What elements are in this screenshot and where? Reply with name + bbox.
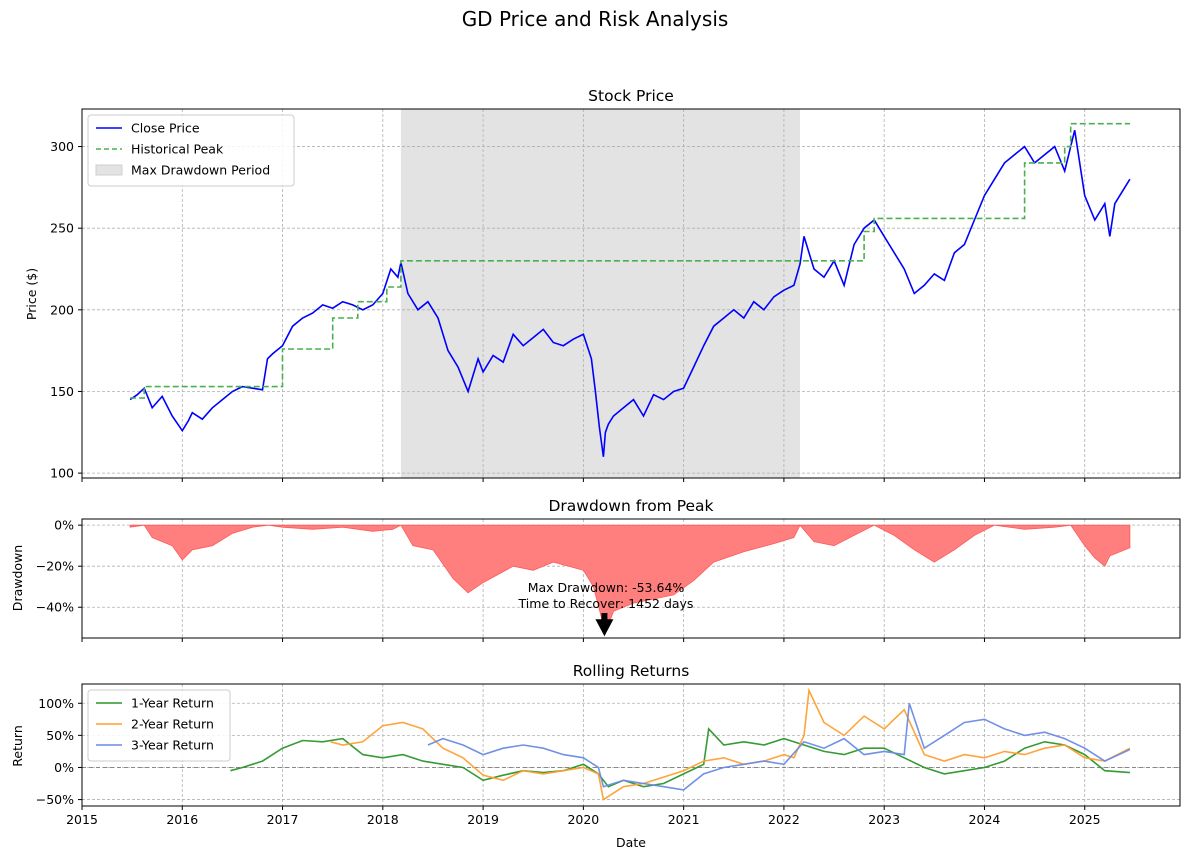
rolling-returns-title: Rolling Returns xyxy=(573,662,690,680)
y-tick-label: 0% xyxy=(54,518,74,533)
one-year-return-line xyxy=(230,727,1130,788)
legend-label: 3-Year Return xyxy=(131,738,214,753)
y-tick-label: −20% xyxy=(36,559,74,574)
drawdown-panel: Drawdown from Peak Drawdown 0% −20% −40% Ma… xyxy=(10,497,1181,642)
historical-peak-line xyxy=(130,122,1130,399)
y-tick-label: 0% xyxy=(54,760,74,775)
y-tick-label: 250 xyxy=(50,221,74,236)
legend-box xyxy=(87,114,295,187)
max-drawdown-annotation: Max Drawdown: -53.64% xyxy=(528,580,685,595)
y-tick-label: 150 xyxy=(50,384,74,399)
plot-frame xyxy=(81,108,1181,479)
x-tick-label: 2021 xyxy=(668,812,700,827)
y-tick-label: −40% xyxy=(36,600,74,615)
figure-title: GD Price and Risk Analysis xyxy=(462,7,729,31)
y-tick-label: 100 xyxy=(50,466,74,481)
plot-frame xyxy=(81,518,1181,639)
x-tick-label: 2022 xyxy=(768,812,800,827)
x-tick-label: 2023 xyxy=(868,812,900,827)
plot-frame xyxy=(81,683,1181,807)
price-y-axis-label: Price ($) xyxy=(24,268,39,320)
legend-label: 2-Year Return xyxy=(131,717,214,732)
x-tick-label: 2015 xyxy=(66,812,98,827)
drawdown-title: Drawdown from Peak xyxy=(548,497,713,515)
drawdown-area xyxy=(129,524,1131,637)
drawdown-y-axis-label: Drawdown xyxy=(10,545,25,611)
rolling-returns-panel: Rolling Returns Return Date 2015 2016 2017… xyxy=(10,662,1181,850)
annotation-arrow-head xyxy=(595,619,614,637)
date-x-axis-label: Date xyxy=(616,835,646,850)
close-price-line xyxy=(129,130,1131,457)
y-tick-label: 200 xyxy=(50,302,74,317)
x-tick-label: 2019 xyxy=(467,812,499,827)
x-tick-label: 2020 xyxy=(567,812,599,827)
legend-label: 1-Year Return xyxy=(131,696,214,711)
two-year-return-line xyxy=(330,687,1131,801)
three-year-return-line xyxy=(427,703,1131,791)
y-tick-label: 50% xyxy=(46,728,74,743)
x-tick-label: 2024 xyxy=(969,812,1001,827)
y-tick-label: −50% xyxy=(36,792,74,807)
x-tick-label: 2018 xyxy=(367,812,399,827)
max-drawdown-period-shade xyxy=(400,109,800,478)
y-tick-label: 100% xyxy=(38,696,74,711)
x-tick-label: 2017 xyxy=(267,812,299,827)
stock-price-title: Stock Price xyxy=(588,87,674,105)
recovery-time-annotation: Time to Recover: 1452 days xyxy=(518,596,694,611)
y-tick-label: 300 xyxy=(50,139,74,154)
legend-box xyxy=(87,689,231,762)
x-tick-label: 2025 xyxy=(1069,812,1101,827)
legend-label: Historical Peak xyxy=(131,142,224,157)
returns-y-axis-label: Return xyxy=(10,725,25,766)
stock-price-panel: Stock Price Price ($) 100 150 200 250 300 Clo… xyxy=(24,87,1181,482)
legend-label: Max Drawdown Period xyxy=(131,163,270,178)
legend-label: Close Price xyxy=(131,121,200,136)
x-tick-label: 2016 xyxy=(166,812,198,827)
legend-swatch xyxy=(95,164,123,176)
